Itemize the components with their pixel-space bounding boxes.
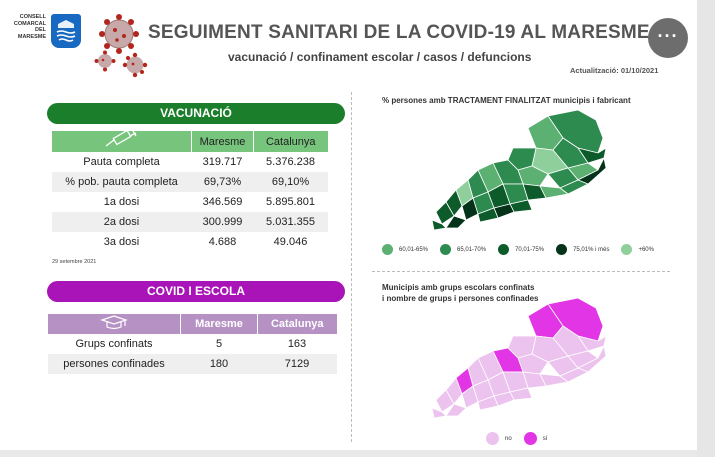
legend-item: no	[486, 432, 512, 445]
column-header-maresme: Maresme	[180, 314, 258, 334]
school-map-title-line: i nombre de grups i persones confinades	[382, 294, 539, 303]
legend-dot	[523, 432, 537, 445]
legend-item: 70,01-75%	[498, 244, 544, 255]
school-map-legend: no sí	[486, 432, 559, 445]
row-label: Grups confinats	[75, 338, 153, 350]
more-options-button[interactable]: ···	[648, 18, 688, 58]
legend-label: 65,01-70%	[457, 246, 487, 253]
vaccination-map-legend: 60,01-65% 65,01-70% 70,01-75% 75,01% i m…	[382, 244, 666, 255]
cell-maresme: 319.717	[202, 156, 243, 168]
legend-item: +60%	[621, 244, 654, 255]
virus-icon	[99, 14, 139, 54]
horizontal-scrollbar[interactable]	[0, 450, 697, 457]
cell-catalunya: 7129	[257, 354, 337, 374]
vaccination-map[interactable]	[428, 108, 608, 232]
divider-horizontal	[372, 271, 670, 272]
legend-label: +60%	[638, 246, 654, 253]
table-header-row: Maresme Catalunya	[47, 314, 337, 334]
cell-maresme: 346.569	[202, 196, 243, 208]
syringe-icon	[105, 129, 137, 147]
cell-maresme: 69,73%	[191, 172, 254, 192]
school-table: Maresme Catalunya Grups confinats 5 163 …	[47, 314, 337, 374]
column-header-catalunya: Catalunya	[253, 131, 328, 152]
logo-line: DEL	[35, 27, 46, 33]
legend-dot	[556, 244, 568, 255]
logo-line: CONSELL	[19, 14, 46, 20]
row-label: 2a dosi	[51, 212, 192, 232]
divider-vertical	[351, 92, 352, 442]
page-subtitle: vacunació / confinament escolar / casos …	[228, 50, 532, 64]
cell-catalunya: 49.046	[273, 236, 308, 248]
table-header-row: Maresme Catalunya	[51, 129, 328, 152]
column-header-maresme: Maresme	[191, 131, 254, 152]
graduation-cap-icon	[100, 314, 128, 329]
coat-of-arms-icon	[51, 14, 81, 48]
logo-text: CONSELL COMARCAL DEL MARESME	[6, 14, 46, 40]
vaccination-date-note: 29 setembre 2021	[52, 259, 97, 265]
page-title: SEGUIMENT SANITARI DE LA COVID-19 AL MAR…	[148, 22, 650, 43]
logo-line: MARESME	[17, 33, 46, 40]
vaccination-section-pill: VACUNACIÓ	[47, 103, 345, 124]
school-map[interactable]	[428, 296, 608, 420]
cell-catalunya: 163	[287, 338, 307, 350]
row-label: % pob. pauta completa	[51, 172, 192, 192]
legend-label: sí	[542, 435, 548, 442]
school-section-pill: COVID I ESCOLA	[47, 281, 345, 302]
table-row: 1a dosi 346.569 5.895.801	[52, 192, 328, 212]
cell-catalunya: 69,10%	[253, 172, 328, 192]
row-label: 1a dosi	[103, 196, 140, 208]
cell-catalunya: 5.031.355	[253, 212, 328, 232]
cell-maresme: 4.688	[208, 236, 237, 248]
legend-item: 65,01-70%	[440, 244, 486, 255]
legend-item: sí	[523, 432, 548, 445]
vaccination-table: Maresme Catalunya Pauta completa 319.717…	[51, 129, 328, 252]
virus-icon	[122, 52, 148, 78]
table-row: 2a dosi 300.999 5.031.355	[51, 212, 328, 232]
school-map-title-line: Municipis amb grups escolars confinats	[382, 283, 535, 292]
syringe-icon-header	[51, 129, 192, 152]
row-label: 3a dosi	[103, 236, 140, 248]
virus-icon	[94, 50, 116, 72]
vertical-scrollbar[interactable]	[697, 0, 715, 457]
legend-dot	[440, 244, 452, 255]
legend-label: 70,01-75%	[515, 246, 545, 253]
column-header-catalunya: Catalunya	[257, 314, 337, 334]
table-row: Pauta completa 319.717 5.376.238	[52, 152, 328, 172]
legend-dot	[498, 244, 510, 255]
cell-catalunya: 5.376.238	[266, 156, 315, 168]
table-row: 3a dosi 4.688 49.046	[52, 232, 328, 252]
vaccination-map-title: % persones amb TRACTAMENT FINALITZAT mun…	[382, 96, 631, 105]
graduation-cap-icon-header	[47, 314, 181, 334]
consell-comarcal-logo: CONSELL COMARCAL DEL MARESME	[6, 14, 86, 50]
legend-dot	[621, 244, 633, 255]
legend-label: 75,01% i més	[573, 246, 610, 253]
cell-catalunya: 5.895.801	[266, 196, 315, 208]
cell-maresme: 180	[180, 354, 258, 374]
legend-item: 75,01% i més	[556, 244, 609, 255]
update-date: Actualització: 01/10/2021	[570, 66, 659, 75]
legend-item: 60,01-65%	[382, 244, 428, 255]
legend-label: 60,01-65%	[399, 246, 429, 253]
school-map-title: Municipis amb grups escolars confinats i…	[382, 282, 538, 304]
table-row: Grups confinats 5 163	[48, 334, 337, 354]
row-label: persones confinades	[47, 354, 181, 374]
cell-maresme: 5	[215, 338, 223, 350]
table-row: persones confinades 180 7129	[47, 354, 337, 374]
row-label: Pauta completa	[83, 156, 160, 168]
cell-maresme: 300.999	[191, 212, 254, 232]
legend-dot	[382, 244, 393, 255]
logo-line: COMARCAL	[13, 20, 46, 27]
legend-label: no	[505, 435, 512, 442]
dashboard-page: CONSELL COMARCAL DEL MARESME	[0, 0, 697, 457]
table-row: % pob. pauta completa 69,73% 69,10%	[51, 172, 328, 192]
legend-dot	[486, 432, 499, 445]
